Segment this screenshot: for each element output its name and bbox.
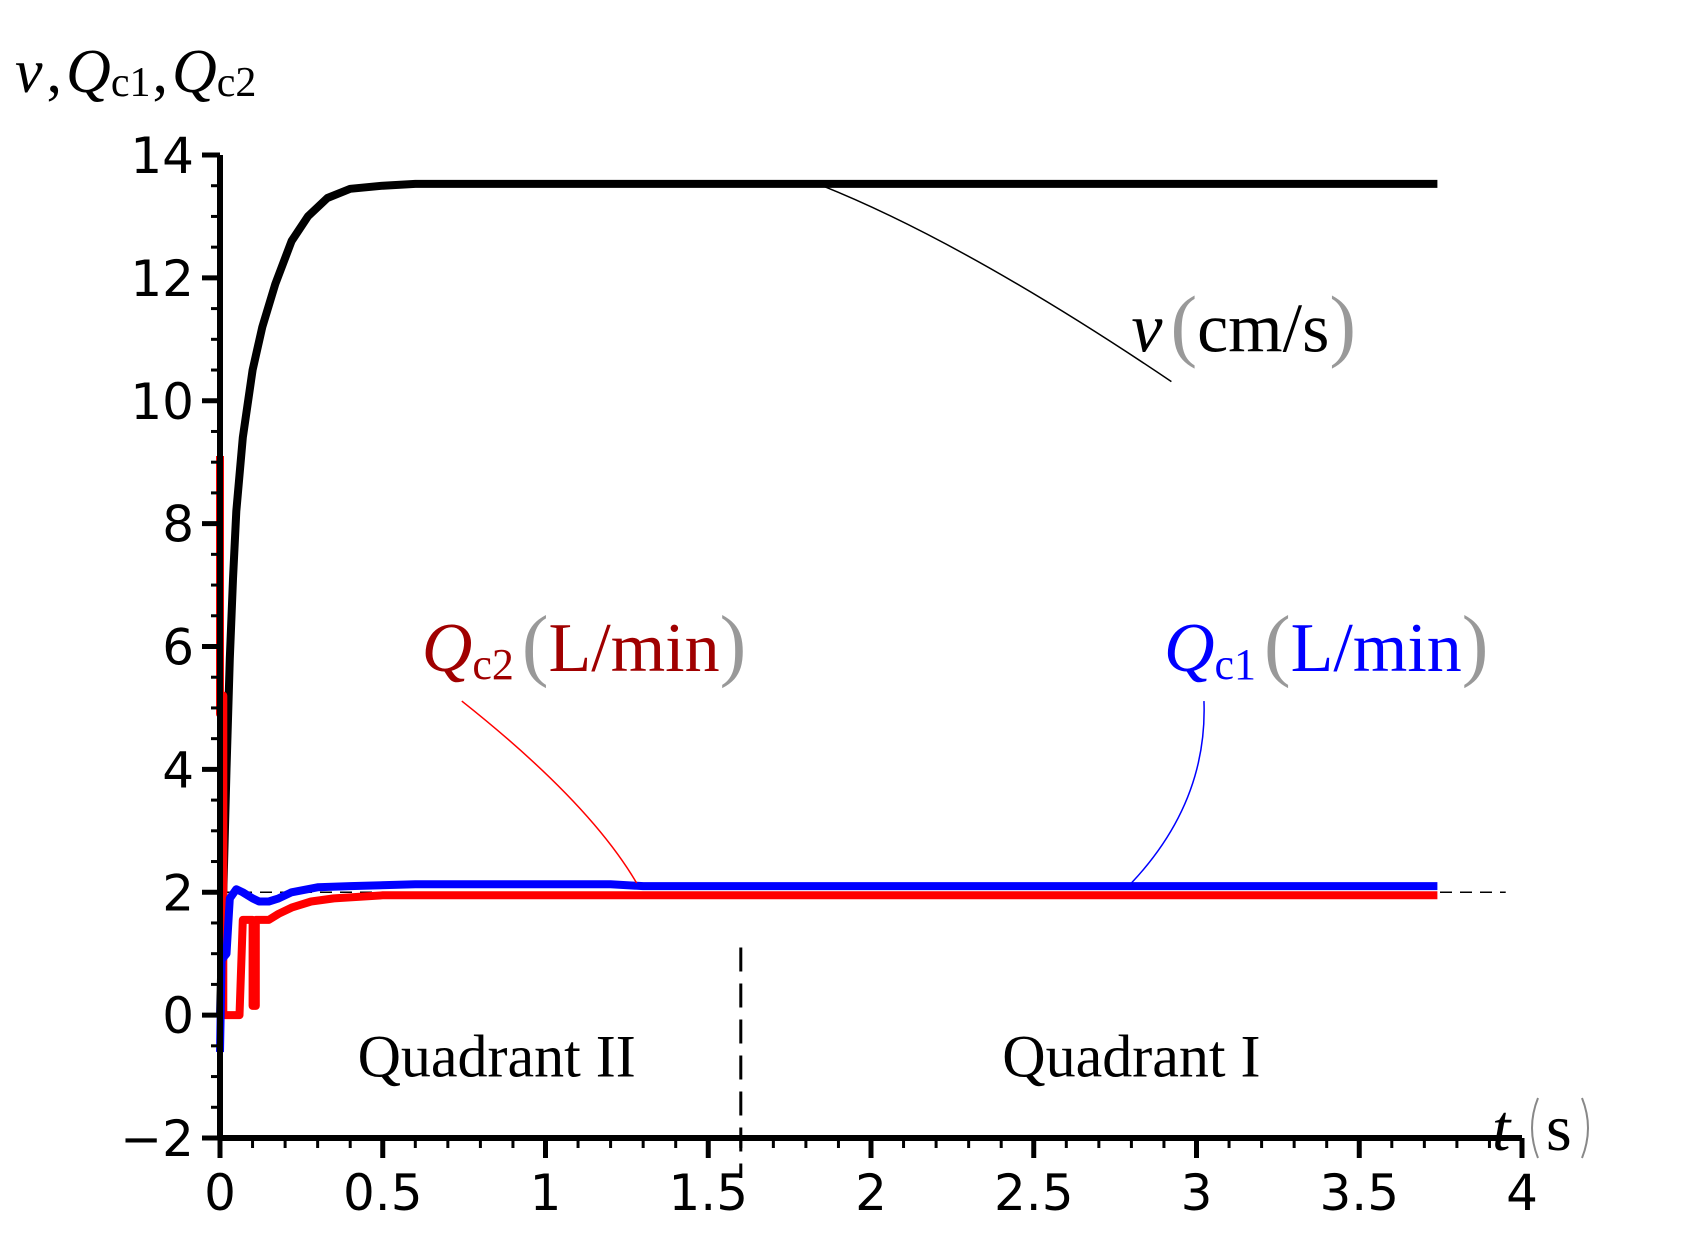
y-tick-label: 2 xyxy=(162,864,194,922)
x-axis-title: t s xyxy=(1492,1092,1589,1165)
annotations: Quadrant II Quadrant Iv (cm/s)Qc2 (L/min) Qc… xyxy=(358,185,1488,1090)
series-label-paren-close: ) xyxy=(720,601,747,689)
y-tick-label: 8 xyxy=(162,496,194,554)
x-axis-title-paren-open xyxy=(1531,1097,1539,1159)
y-axis-title-sep1: , xyxy=(47,38,63,106)
y-tick-label: 0 xyxy=(162,987,194,1045)
leader-line-2 xyxy=(1130,701,1205,884)
series-label-2: Qc1 (L/min) xyxy=(1164,601,1488,689)
series-line-2 xyxy=(216,880,1438,1053)
series-label-1: Qc2 (L/min) xyxy=(422,601,746,689)
x-tick-label: 3 xyxy=(1181,1164,1213,1222)
region-label-1: Quadrant I xyxy=(1002,1024,1260,1090)
series-label-paren-close: ) xyxy=(1462,601,1489,689)
series-label-symbol: v xyxy=(1131,291,1163,368)
x-tick-label: 4 xyxy=(1506,1164,1538,1222)
x-tick-label: 3.5 xyxy=(1319,1164,1399,1222)
series-label-paren-open: ( xyxy=(522,601,549,689)
y-axis-title: v,Qc1,Qc2 xyxy=(15,38,256,106)
x-tick-label: 2 xyxy=(855,1164,887,1222)
series-label-unit: L/min xyxy=(549,610,720,687)
leader-line-0 xyxy=(821,185,1172,383)
y-tick-label: 4 xyxy=(162,741,194,799)
y-axis-title-v: v xyxy=(15,38,43,106)
x-axis-title-symbol: t xyxy=(1492,1092,1512,1165)
x-tick-label: 1.5 xyxy=(668,1164,748,1222)
y-tick-label: −2 xyxy=(120,1110,194,1168)
y-axis-title-q2-sub: c2 xyxy=(217,60,257,106)
y-tick-label: 10 xyxy=(130,373,194,431)
series-label-paren-open: ( xyxy=(1264,601,1291,689)
series-label-paren-open: ( xyxy=(1170,282,1197,370)
series-line-1 xyxy=(216,456,1438,1020)
series-label-symbol: Q xyxy=(422,610,473,687)
series-label-0: v (cm/s) xyxy=(1131,282,1356,370)
series-lines xyxy=(216,179,1438,1053)
series-label-paren-close: ) xyxy=(1329,282,1356,370)
x-axis-title-unit: s xyxy=(1546,1092,1572,1165)
y-tick-label: 14 xyxy=(130,127,194,185)
y-axis-title-q1: Q xyxy=(66,38,111,106)
y-axis-title-q2: Q xyxy=(172,38,217,106)
x-axis-title-paren-close xyxy=(1581,1097,1589,1159)
x-tick-label: 2.5 xyxy=(994,1164,1074,1222)
series-label-subscript: c1 xyxy=(1215,640,1257,689)
region-label-0: Quadrant II xyxy=(358,1024,636,1090)
y-tick-label: 12 xyxy=(130,250,194,308)
leader-line-1 xyxy=(461,700,638,884)
series-label-unit: L/min xyxy=(1291,610,1462,687)
series-line-0 xyxy=(216,179,1438,1016)
series-label-unit: cm/s xyxy=(1197,291,1329,368)
x-tick-label: 0.5 xyxy=(343,1164,423,1222)
series-label-subscript: c2 xyxy=(472,640,514,689)
y-tick-label: 6 xyxy=(162,619,194,677)
y-axis-title-sep2: , xyxy=(152,38,168,106)
series-label-symbol: Q xyxy=(1164,610,1215,687)
y-axis-title-q1-sub: c1 xyxy=(111,60,151,106)
x-tick-label: 0 xyxy=(204,1164,236,1222)
x-tick-label: 1 xyxy=(530,1164,562,1222)
